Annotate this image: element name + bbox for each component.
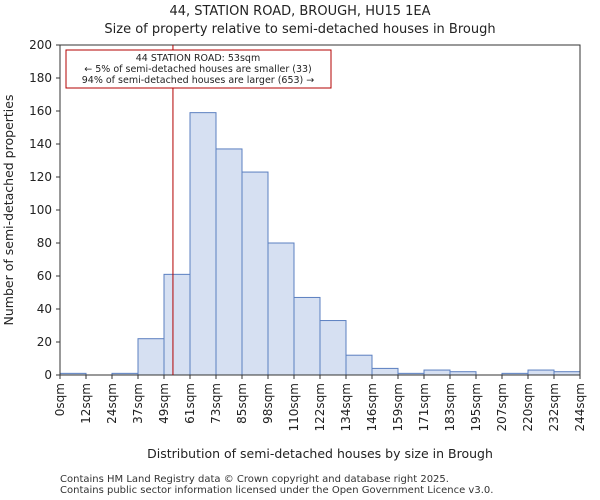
x-tick-label: 110sqm [287, 383, 301, 431]
x-tick-label: 183sqm [443, 383, 457, 431]
y-tick-label: 20 [37, 335, 52, 349]
x-tick-label: 85sqm [235, 383, 249, 424]
annotation-line-2: ← 5% of semi-detached houses are smaller… [84, 64, 312, 75]
x-tick-label: 207sqm [495, 383, 509, 431]
chart-title: 44, STATION ROAD, BROUGH, HU15 1EA [169, 4, 431, 19]
x-tick-label: 12sqm [79, 383, 93, 424]
x-tick-label: 171sqm [417, 383, 431, 431]
x-tick-label: 122sqm [313, 383, 327, 431]
footer-line-2: Contains public sector information licen… [60, 485, 494, 496]
y-tick-label: 120 [29, 170, 52, 184]
x-tick-label: 195sqm [469, 383, 483, 431]
y-tick-label: 160 [29, 104, 52, 118]
bar-110sqm [293, 296, 321, 376]
bar-85sqm [241, 171, 269, 376]
y-tick-label: 80 [37, 236, 52, 250]
x-tick-label: 0sqm [53, 383, 67, 416]
x-tick-label: 220sqm [521, 383, 535, 431]
bar-146sqm [371, 367, 399, 376]
bar-37sqm [137, 338, 165, 376]
x-tick-label: 24sqm [105, 383, 119, 424]
x-axis-label: Distribution of semi-detached houses by … [147, 446, 493, 461]
bar-73sqm [215, 148, 243, 376]
y-tick-label: 60 [37, 269, 52, 283]
annotation-line-1: 44 STATION ROAD: 53sqm [136, 53, 260, 64]
x-tick-label: 73sqm [209, 383, 223, 424]
y-tick-label: 140 [29, 137, 52, 151]
x-tick-label: 98sqm [261, 383, 275, 424]
y-tick-label: 200 [29, 38, 52, 52]
x-tick-label: 61sqm [183, 383, 197, 424]
footer-line-1: Contains HM Land Registry data © Crown c… [60, 474, 449, 485]
x-tick-label: 146sqm [365, 383, 379, 431]
annotation-box: 44 STATION ROAD: 53sqm ← 5% of semi-deta… [65, 49, 332, 89]
bar-98sqm [267, 242, 295, 376]
x-tick-label: 232sqm [547, 383, 561, 431]
bar-220sqm [527, 369, 555, 376]
y-tick-label: 40 [37, 302, 52, 316]
y-tick-label: 0 [44, 368, 52, 382]
y-axis-label: Number of semi-detached properties [1, 95, 16, 326]
histogram-chart: 0 20 40 60 80 100 120 140 160 180 200 0sqm 12sqm 24s… [1, 38, 587, 461]
x-tick-label: 244sqm [573, 383, 587, 431]
annotation-line-3: 94% of semi-detached houses are larger (… [82, 75, 315, 86]
bar-134sqm [345, 354, 373, 376]
bar-171sqm [423, 369, 451, 376]
x-tick-label: 159sqm [391, 383, 405, 431]
y-tick-label: 100 [29, 203, 52, 217]
chart-subtitle: Size of property relative to semi-detach… [104, 22, 496, 37]
y-tick-label: 180 [29, 71, 52, 85]
bar-49sqm [163, 273, 191, 376]
x-tick-label: 49sqm [157, 383, 171, 424]
bar-122sqm [319, 320, 347, 376]
x-tick-label: 37sqm [131, 383, 145, 424]
x-tick-label: 134sqm [339, 383, 353, 431]
bar-61sqm [189, 112, 217, 376]
